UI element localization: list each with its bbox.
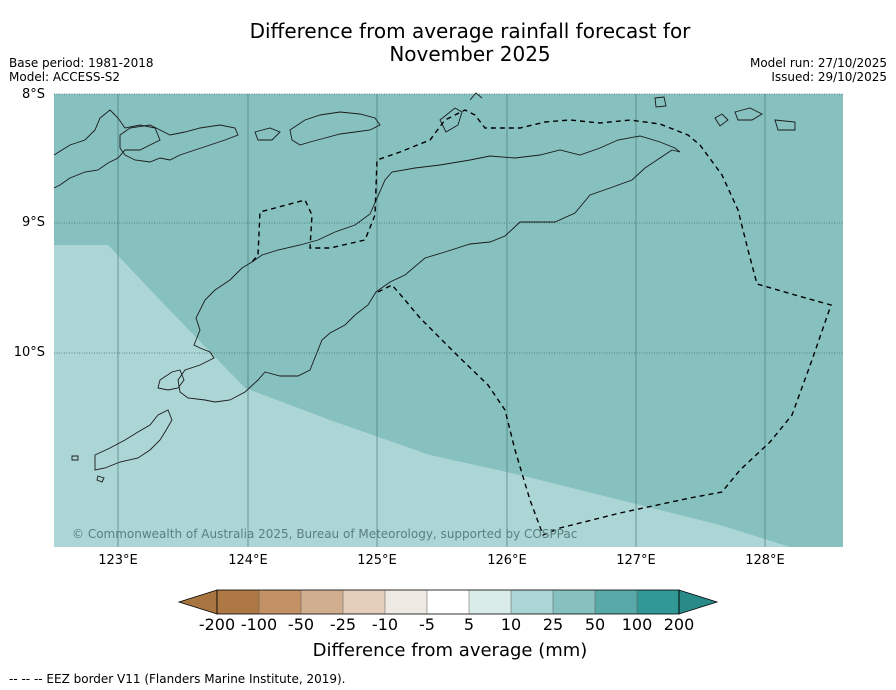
small-island	[714, 113, 729, 127]
eez-border-main	[251, 109, 832, 536]
lon-label: 128°E	[745, 553, 785, 568]
colorbar-label: 200	[663, 615, 695, 634]
rote-island	[157, 369, 185, 391]
small-island	[254, 127, 281, 141]
lon-label: 125°E	[357, 553, 397, 568]
colorbar-swatch	[595, 590, 637, 614]
colorbar-swatch	[511, 590, 553, 614]
model-run: Model run: 27/10/2025	[749, 56, 887, 70]
small-island	[469, 92, 483, 101]
lat-label: 9°S	[21, 215, 45, 230]
colorbar-label: -200	[198, 615, 236, 634]
colorbar-label: -10	[371, 615, 399, 634]
colorbar-swatch	[469, 590, 511, 614]
colorbar-swatch	[259, 590, 301, 614]
colorbar-swatch	[301, 590, 343, 614]
colorbar-swatch	[637, 590, 679, 614]
colorbar-label: 100	[621, 615, 653, 634]
small-island	[734, 107, 763, 121]
wetar-island	[289, 111, 381, 146]
lon-label: 124°E	[228, 553, 268, 568]
copyright-text: © Commonwealth of Australia 2025, Bureau…	[72, 527, 578, 541]
small-island	[654, 96, 667, 108]
lon-label: 127°E	[616, 553, 656, 568]
map-region-25-50	[54, 245, 790, 547]
colorbar-label: 25	[542, 615, 564, 634]
model-name: Model: ACCESS-S2	[9, 70, 121, 84]
colorbar-label: -5	[419, 615, 435, 634]
colorbar-outline	[216, 589, 680, 615]
lat-label: 8°S	[21, 87, 45, 102]
north-islands	[53, 109, 161, 189]
eez-border	[251, 109, 832, 536]
coastlines	[53, 92, 796, 483]
colorbar-title: Difference from average (mm)	[312, 640, 588, 661]
lon-label: 123°E	[98, 553, 138, 568]
small-island	[439, 107, 463, 133]
colorbar-swatch	[553, 590, 595, 614]
meta-left: Base period: 1981-2018 Model: ACCESS-S2	[9, 56, 154, 84]
tiny-island	[71, 455, 79, 461]
colorbar-arrow-high	[678, 589, 719, 615]
colorbar-label: 10	[500, 615, 522, 634]
gridlines	[117, 94, 766, 547]
lon-label: 126°E	[487, 553, 527, 568]
colorbar-swatch	[385, 590, 427, 614]
eez-footnote: -- -- -- EEZ border V11 (Flanders Marine…	[9, 672, 346, 686]
colorbar-label: 50	[584, 615, 606, 634]
small-island	[774, 119, 796, 131]
tiny-island	[96, 475, 105, 483]
chart-title-line1: Difference from average rainfall forecas…	[249, 19, 691, 43]
colorbar-label: -50	[287, 615, 315, 634]
colorbar-swatch	[217, 590, 259, 614]
base-period: Base period: 1981-2018	[9, 56, 154, 70]
timor-island	[177, 135, 681, 403]
alor-island	[119, 124, 239, 163]
issued-date: Issued: 29/10/2025	[771, 70, 887, 84]
meta-right: Model run: 27/10/2025 Issued: 29/10/2025	[750, 56, 887, 84]
colorbar-arrow-low	[177, 589, 218, 615]
colorbar-label: -100	[240, 615, 278, 634]
sawu-island	[94, 409, 173, 471]
chart-title-line2: November 2025	[389, 42, 551, 66]
colorbar-label: 5	[463, 615, 475, 634]
chart-title: Difference from average rainfall forecas…	[200, 20, 740, 66]
colorbar-swatch	[343, 590, 385, 614]
colorbar-swatch	[427, 590, 469, 614]
lat-label: 10°S	[13, 345, 45, 360]
lat-gridlines	[54, 93, 843, 354]
colorbar-label: -25	[329, 615, 357, 634]
